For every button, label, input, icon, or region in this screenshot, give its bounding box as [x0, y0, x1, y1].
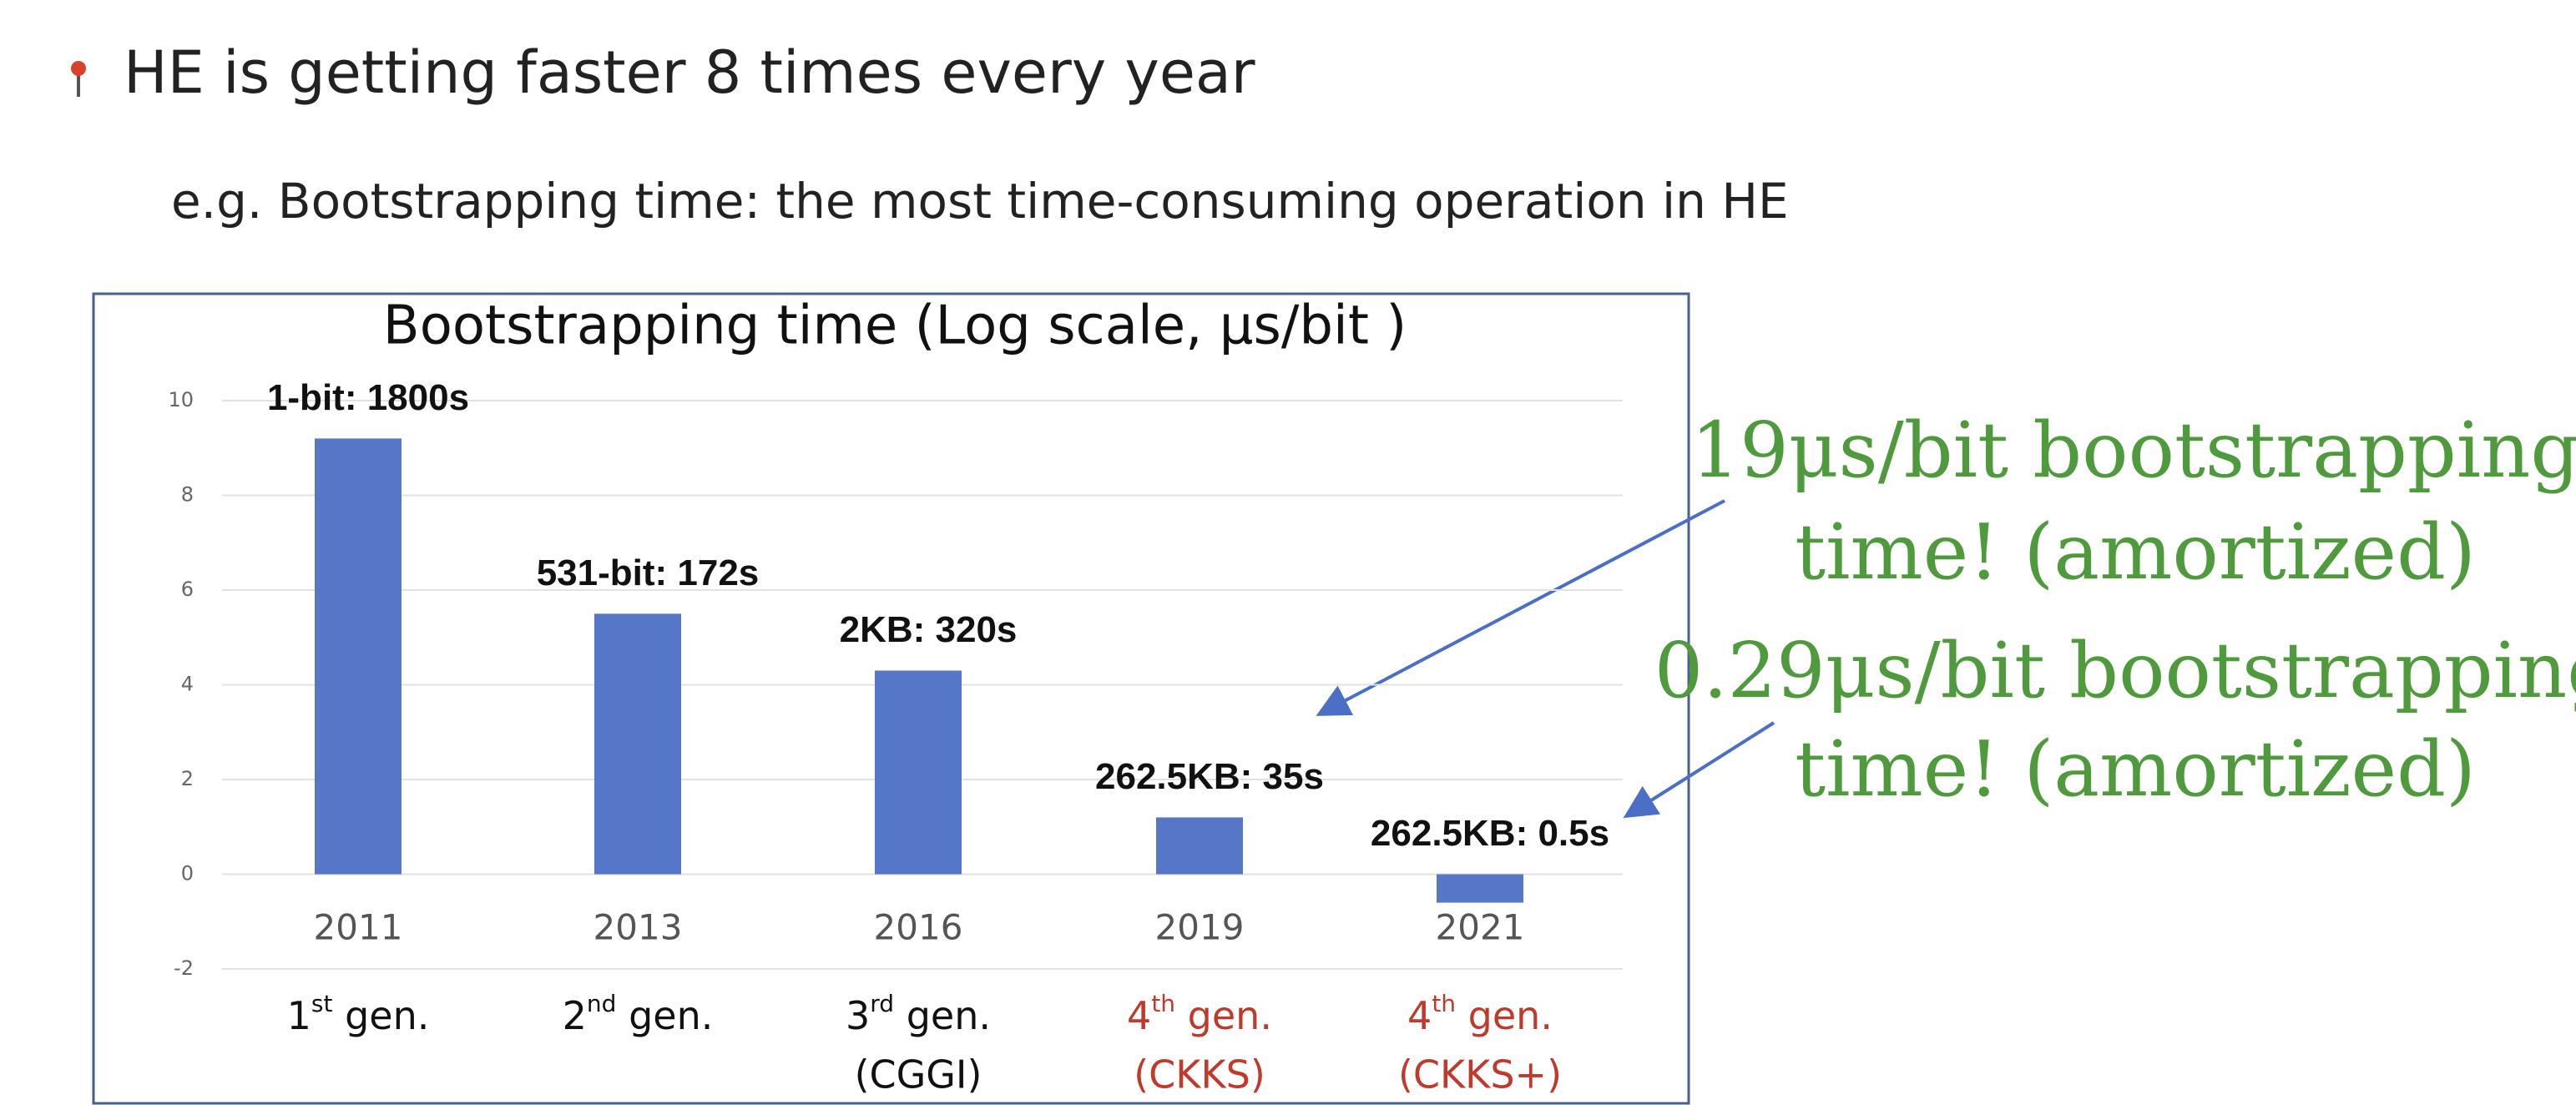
generation-number: 2 [563, 993, 587, 1038]
y-tick-label: 6 [181, 578, 194, 601]
generation-number: 4 [1127, 993, 1151, 1038]
y-tick-label: -2 [174, 956, 194, 980]
x-tick-label: 2019 [1155, 907, 1245, 948]
x-tick-label: 2011 [314, 907, 403, 948]
generation-text: gen. [616, 993, 713, 1038]
x-tick-label: 2021 [1436, 907, 1525, 948]
generation-label: 1st gen. [287, 990, 430, 1038]
generation-text: gen. [1456, 993, 1553, 1038]
bullet-pin [71, 61, 86, 97]
generation-number: 1 [287, 993, 311, 1038]
y-tick-label: 10 [168, 388, 194, 411]
callout-text: 19μs/bit bootstrapping [1691, 406, 2576, 495]
bar-annotation: 262.5KB: 35s [1095, 756, 1324, 797]
sub-text: e.g. Bootstrapping time: the most time-c… [171, 173, 1789, 230]
arrow [1316, 499, 1725, 716]
bar-annotation: 531-bit: 172s [537, 552, 760, 593]
bar-annotation: 2KB: 320s [840, 609, 1018, 650]
generation-label: 3rd gen. [846, 990, 991, 1038]
bar-annotation: 262.5KB: 0.5s [1371, 813, 1609, 854]
generation-note: (CGGI) [855, 1052, 982, 1097]
y-tick-label: 2 [181, 767, 194, 790]
generation-suffix: th [1151, 990, 1175, 1017]
generation-suffix: th [1432, 990, 1456, 1017]
y-tick-label: 0 [181, 862, 194, 886]
x-tick-label: 2016 [874, 907, 963, 948]
bar-annotation: 1-bit: 1800s [267, 377, 469, 418]
generation-text: gen. [894, 993, 991, 1038]
generation-label: 2nd gen. [563, 990, 714, 1038]
y-tick-label: 4 [181, 673, 194, 696]
callout-text: time! (amortized) [1795, 724, 2476, 814]
bar [1156, 817, 1243, 875]
generation-label: 4th gen. [1127, 990, 1272, 1038]
generation-text: gen. [332, 993, 429, 1038]
callout-text: 0.29μs/bit bootstrapping [1654, 626, 2576, 715]
generation-number: 4 [1407, 993, 1432, 1038]
bar [875, 670, 962, 875]
chart-title: Bootstrapping time (Log scale, μs/bit ) [383, 295, 1407, 357]
generation-suffix: nd [587, 990, 617, 1017]
bar [594, 613, 681, 875]
arrow [1623, 721, 1775, 819]
callout-text: time! (amortized) [1795, 507, 2476, 597]
x-tick-label: 2013 [593, 907, 683, 948]
bullet-text: HE is getting faster 8 times every year [124, 38, 1255, 107]
generation-suffix: rd [870, 990, 894, 1017]
y-tick-label: 8 [181, 483, 194, 507]
generation-suffix: st [311, 990, 333, 1017]
generation-label: 4th gen. [1407, 990, 1553, 1038]
generation-note: (CKKS) [1134, 1052, 1265, 1097]
generation-number: 3 [846, 993, 870, 1038]
generation-note: (CKKS+) [1398, 1052, 1562, 1097]
bar [1437, 874, 1523, 903]
bar [315, 438, 402, 875]
generation-text: gen. [1175, 993, 1272, 1038]
